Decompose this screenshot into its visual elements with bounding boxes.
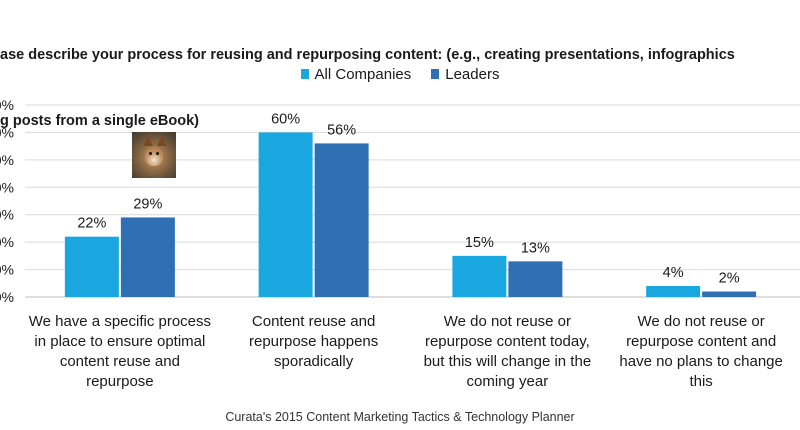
category-label-3-line-4: coming year xyxy=(467,373,549,390)
category-label-2-line-1: Content reuse and xyxy=(252,313,375,330)
category-label-2-line-3: sporadically xyxy=(274,353,354,370)
chart-legend: All Companies Leaders xyxy=(0,63,800,85)
category-label-1-line-1: We have a specific process xyxy=(29,313,211,330)
fox-eye-left-icon xyxy=(149,152,152,155)
y-tick-label-70: 0% xyxy=(0,97,14,113)
chart-title-line-1: ase describe your process for reusing an… xyxy=(0,47,735,63)
legend-label-leaders: Leaders xyxy=(445,65,500,83)
category-label-1-line-2: in place to ensure optimal xyxy=(34,333,205,350)
y-tick-label-50: 0% xyxy=(0,152,14,168)
y-tick-label-20: 0% xyxy=(0,234,14,250)
bar-all-companies-3 xyxy=(452,255,507,297)
data-label-leaders-3: 13% xyxy=(521,240,550,256)
category-label-1-line-4: repurpose xyxy=(86,373,154,390)
bar-leaders-2 xyxy=(314,143,369,297)
legend-swatch-leaders xyxy=(431,69,440,79)
bar-leaders-3 xyxy=(508,261,563,297)
bar-all-companies-2 xyxy=(258,132,313,297)
chart-title: ase describe your process for reusing an… xyxy=(0,0,800,154)
legend-swatch-all-companies xyxy=(300,69,309,79)
y-tick-label-10: 0% xyxy=(0,262,14,278)
legend-label-all-companies: All Companies xyxy=(314,65,412,83)
data-label-all-companies-4: 4% xyxy=(663,265,684,281)
category-label-4-line-4: this xyxy=(689,373,712,390)
source-note: Curata's 2015 Content Marketing Tactics … xyxy=(225,410,575,424)
category-label-4-line-1: We do not reuse or xyxy=(637,313,764,330)
legend-item-all-companies: All Companies xyxy=(300,63,412,85)
y-tick-label-30: 0% xyxy=(0,207,14,223)
data-label-all-companies-2: 60% xyxy=(271,111,300,127)
legend-item-leaders: Leaders xyxy=(431,63,499,85)
data-label-all-companies-3: 15% xyxy=(465,235,494,251)
chart-title-line-2: g posts from a single eBook) xyxy=(0,113,199,129)
bar-chart: 0% 0% 0% 0% 0% 0% 0% 0% 22% 29% We have a specific… xyxy=(0,97,800,390)
fox-face-icon xyxy=(145,146,163,166)
fox-eye-right-icon xyxy=(156,152,159,155)
category-label-3-line-3: but this will change in the xyxy=(424,353,592,370)
fox-photo-icon xyxy=(132,132,176,178)
bar-leaders-1 xyxy=(120,217,175,297)
category-label-4-line-2: repurpose content and xyxy=(626,333,776,350)
category-label-3-line-2: repurpose content today, xyxy=(425,333,590,350)
category-label-2-line-2: repurpose happens xyxy=(249,333,378,350)
y-tick-label-40: 0% xyxy=(0,179,14,195)
bar-leaders-4 xyxy=(702,291,757,297)
bar-all-companies-4 xyxy=(646,286,701,297)
data-label-leaders-1: 29% xyxy=(133,196,162,212)
data-label-leaders-4: 2% xyxy=(719,271,740,287)
data-label-all-companies-1: 22% xyxy=(77,216,106,232)
category-label-3-line-1: We do not reuse or xyxy=(444,313,571,330)
bar-all-companies-1 xyxy=(64,236,119,297)
data-label-leaders-2: 56% xyxy=(327,122,356,138)
fox-ear-left-icon xyxy=(143,136,153,146)
fox-ear-right-icon xyxy=(157,136,167,146)
category-label-4-line-3: have no plans to change xyxy=(619,353,782,370)
y-tick-label-60: 0% xyxy=(0,124,14,140)
category-label-1-line-3: content reuse and xyxy=(60,353,180,370)
y-tick-label-0: 0% xyxy=(0,289,14,305)
